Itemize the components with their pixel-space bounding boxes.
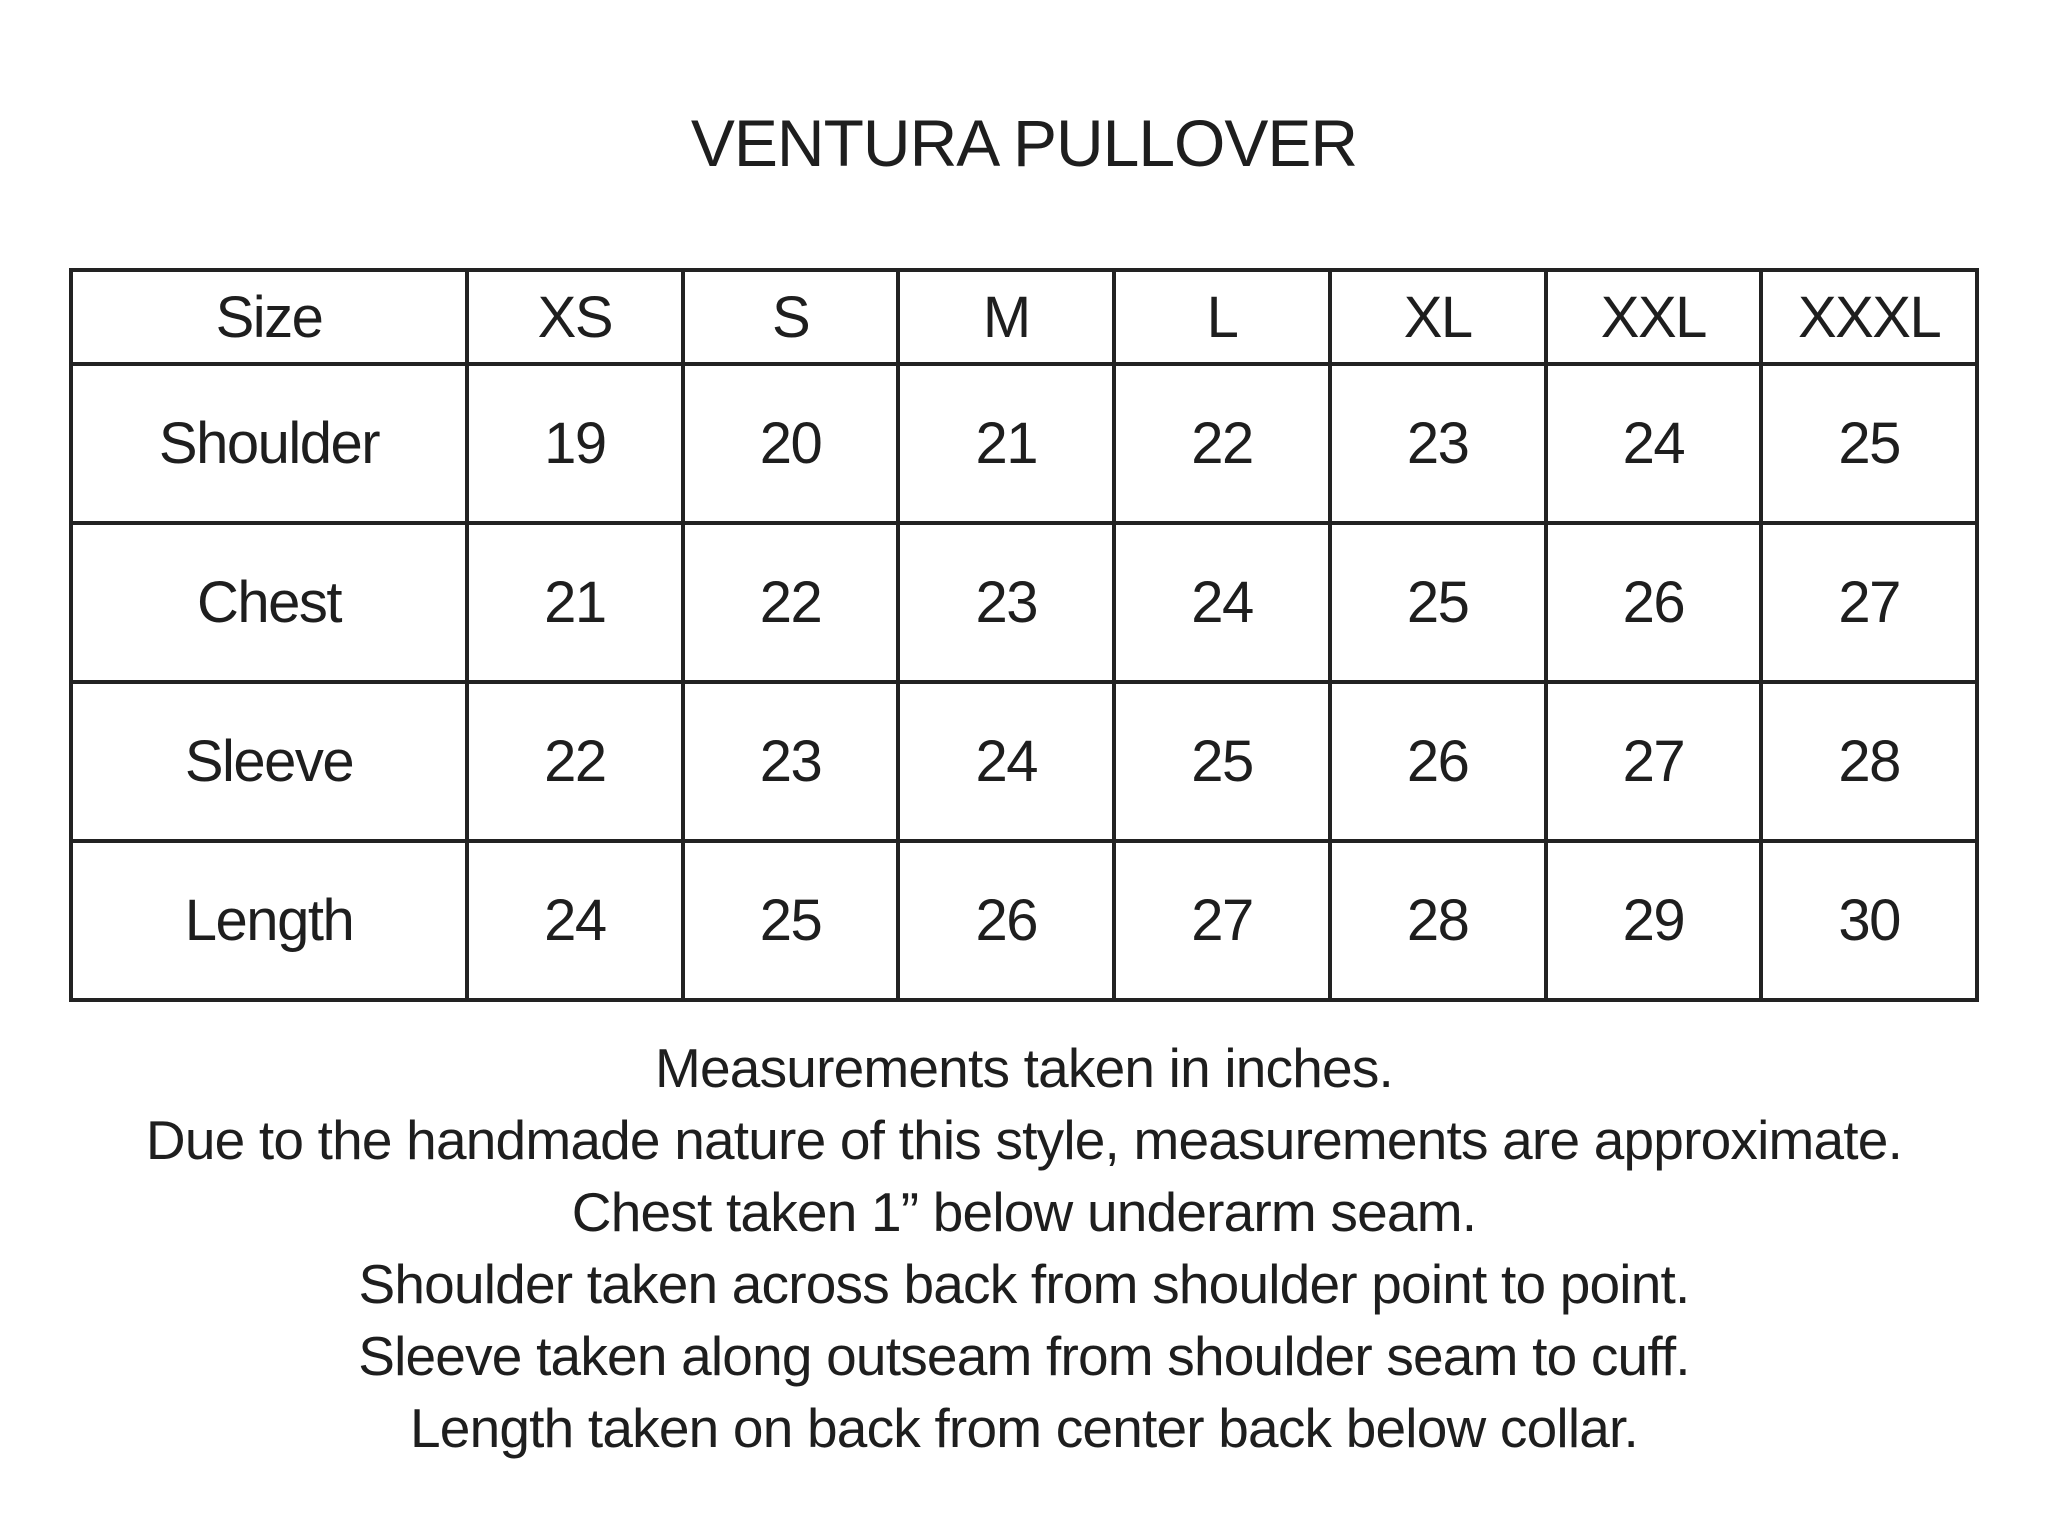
note-line: Length taken on back from center back be… — [410, 1397, 1639, 1459]
note-line: Measurements taken in inches. — [654, 1037, 1394, 1099]
table-row: Shoulder 19 20 21 22 23 24 25 — [69, 362, 1979, 525]
note-line: Shoulder taken across back from shoulder… — [358, 1253, 1691, 1315]
page-title: VENTURA PULLOVER — [690, 106, 1358, 180]
size-chart-table: Size XS S M L XL XXL XXXL Shoulder 19 20 21 22 23 24 25… — [69, 268, 1979, 1002]
measurement-notes: Measurements taken in inches. Due to the … — [0, 1032, 2048, 1464]
table-cell: 23 — [680, 680, 901, 843]
table-cell: 25 — [680, 839, 901, 1002]
row-label-cell: Size — [69, 268, 469, 366]
row-label-cell: Length — [69, 839, 469, 1002]
table-cell: 28 — [1327, 839, 1548, 1002]
table-row: Sleeve 22 23 24 25 26 27 28 — [69, 680, 1979, 843]
row-label-cell: Shoulder — [69, 362, 469, 525]
table-cell: 26 — [1327, 680, 1548, 843]
row-label-cell: Sleeve — [69, 680, 469, 843]
table-row: Chest 21 22 23 24 25 26 27 — [69, 521, 1979, 684]
row-label-cell: Chest — [69, 521, 469, 684]
table-cell: XXL — [1543, 268, 1764, 366]
table-row: Length 24 25 26 27 28 29 30 — [69, 839, 1979, 1002]
table-cell: 22 — [680, 521, 901, 684]
table-cell: XXXL — [1759, 268, 1979, 366]
table-cell: 27 — [1759, 521, 1979, 684]
table-cell: 26 — [896, 839, 1117, 1002]
table-cell: 26 — [1543, 521, 1764, 684]
table-cell: 27 — [1112, 839, 1332, 1002]
header-row: Size XS S M L XL XXL XXXL — [69, 268, 1979, 366]
table-cell: 22 — [1112, 362, 1332, 525]
table-cell: 23 — [1327, 362, 1548, 525]
note-line: Chest taken 1” below underarm seam. — [571, 1181, 1477, 1243]
note-line: Sleeve taken along outseam from shoulder… — [358, 1325, 1690, 1387]
table-cell: 21 — [465, 521, 685, 684]
table-cell: 25 — [1327, 521, 1548, 684]
table-cell: S — [680, 268, 901, 366]
table-cell: XL — [1327, 268, 1548, 366]
table-cell: 30 — [1759, 839, 1979, 1002]
note-line: Due to the handmade nature of this style… — [145, 1109, 1903, 1171]
table-cell: 25 — [1112, 680, 1332, 843]
table-cell: XS — [465, 268, 685, 366]
table-cell: 20 — [680, 362, 901, 525]
table-cell: 24 — [465, 839, 685, 1002]
table-cell: 29 — [1543, 839, 1764, 1002]
table-cell: 24 — [1543, 362, 1764, 525]
table-cell: 28 — [1759, 680, 1979, 843]
table-cell: M — [896, 268, 1117, 366]
table-cell: 25 — [1759, 362, 1979, 525]
table-cell: 24 — [896, 680, 1117, 843]
table-cell: 19 — [465, 362, 685, 525]
table-cell: 21 — [896, 362, 1117, 525]
table-cell: 27 — [1543, 680, 1764, 843]
table-cell: 23 — [896, 521, 1117, 684]
table-cell: 24 — [1112, 521, 1332, 684]
table-cell: 22 — [465, 680, 685, 843]
table-cell: L — [1112, 268, 1332, 366]
